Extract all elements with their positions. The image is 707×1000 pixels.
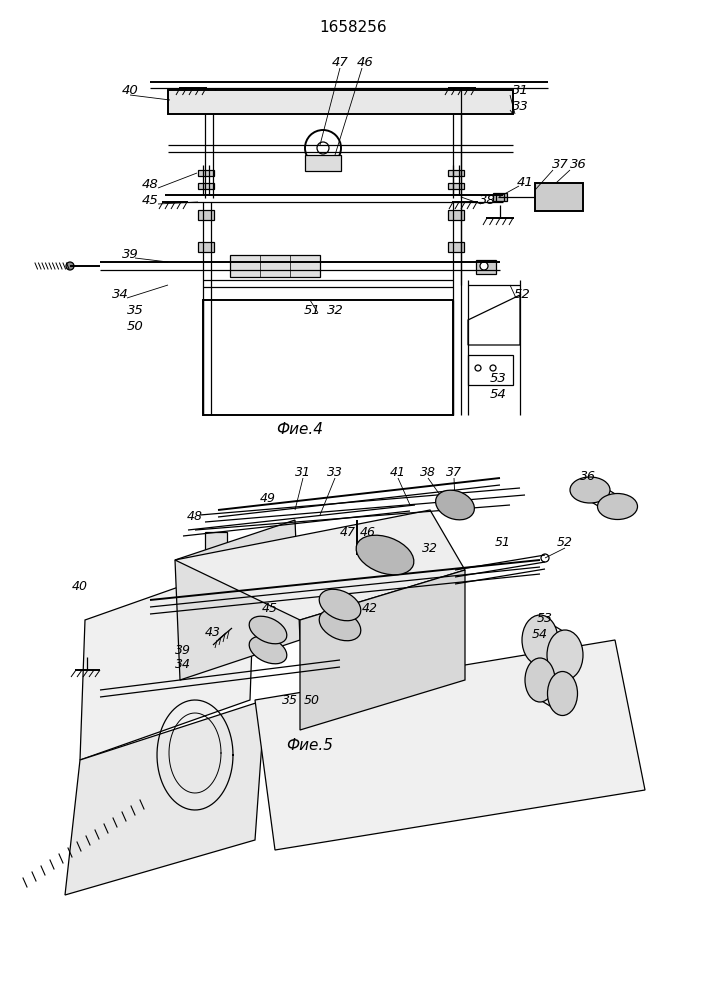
- Ellipse shape: [356, 535, 414, 575]
- Polygon shape: [175, 520, 300, 680]
- Text: 45: 45: [141, 194, 158, 207]
- Text: 47: 47: [332, 55, 349, 68]
- Text: 40: 40: [72, 580, 88, 593]
- Bar: [198, 183, 214, 189]
- Bar: [448, 183, 464, 189]
- Bar: [230, 255, 320, 277]
- Text: 32: 32: [327, 304, 344, 316]
- Polygon shape: [175, 510, 465, 620]
- Text: 1658256: 1658256: [319, 20, 387, 35]
- Circle shape: [541, 554, 549, 562]
- Ellipse shape: [597, 493, 638, 520]
- Bar: [448, 170, 464, 176]
- Bar: [198, 170, 214, 176]
- Text: 37: 37: [551, 158, 568, 172]
- Text: 51: 51: [303, 304, 320, 316]
- Circle shape: [66, 262, 74, 270]
- Text: 52: 52: [557, 536, 573, 550]
- Ellipse shape: [522, 615, 558, 665]
- Text: 37: 37: [446, 466, 462, 480]
- Text: 48: 48: [187, 510, 203, 524]
- Bar: [305, 155, 341, 171]
- Text: 41: 41: [517, 176, 533, 188]
- Text: 31: 31: [512, 84, 528, 97]
- Bar: [448, 242, 464, 252]
- Bar: [448, 210, 464, 220]
- Text: 35: 35: [127, 304, 144, 316]
- Text: 49: 49: [260, 491, 276, 504]
- Text: 54: 54: [490, 387, 506, 400]
- Bar: [205, 532, 227, 550]
- Text: Фие.4: Фие.4: [276, 422, 324, 438]
- Circle shape: [317, 142, 329, 154]
- Text: 32: 32: [422, 542, 438, 554]
- Circle shape: [490, 365, 496, 371]
- Text: 43: 43: [205, 626, 221, 639]
- Text: 48: 48: [141, 178, 158, 192]
- Text: 33: 33: [512, 100, 528, 112]
- Text: 42: 42: [362, 601, 378, 614]
- Text: 34: 34: [112, 288, 129, 302]
- Ellipse shape: [570, 477, 610, 503]
- Bar: [203, 300, 453, 415]
- Bar: [198, 242, 214, 252]
- Polygon shape: [255, 640, 645, 850]
- Bar: [535, 183, 583, 211]
- Polygon shape: [80, 560, 255, 760]
- Text: 53: 53: [537, 611, 553, 624]
- Text: 39: 39: [122, 248, 139, 261]
- Ellipse shape: [249, 636, 287, 664]
- Text: 38: 38: [420, 466, 436, 480]
- Text: 38: 38: [479, 194, 496, 207]
- Text: 52: 52: [513, 288, 530, 302]
- Ellipse shape: [249, 616, 287, 644]
- Polygon shape: [300, 570, 465, 730]
- Text: 34: 34: [175, 658, 191, 672]
- Text: 46: 46: [356, 55, 373, 68]
- Text: Фие.5: Фие.5: [286, 738, 334, 752]
- Text: 50: 50: [304, 694, 320, 706]
- Circle shape: [475, 365, 481, 371]
- Circle shape: [350, 528, 364, 542]
- Ellipse shape: [525, 658, 555, 702]
- Bar: [493, 193, 507, 201]
- Bar: [162, 745, 184, 763]
- Text: 53: 53: [490, 371, 506, 384]
- Ellipse shape: [436, 490, 474, 520]
- Text: 33: 33: [327, 466, 343, 480]
- Bar: [168, 90, 513, 114]
- Text: 35: 35: [282, 694, 298, 706]
- Bar: [198, 210, 214, 220]
- Ellipse shape: [547, 630, 583, 680]
- Text: 47: 47: [340, 526, 356, 540]
- Text: 54: 54: [532, 629, 548, 642]
- Text: 36: 36: [570, 158, 586, 172]
- Text: 46: 46: [360, 526, 376, 540]
- Bar: [476, 260, 496, 274]
- Text: 31: 31: [295, 466, 311, 480]
- Text: 44: 44: [327, 615, 343, 629]
- Circle shape: [305, 130, 341, 166]
- Ellipse shape: [319, 609, 361, 641]
- Text: 51: 51: [495, 536, 511, 550]
- Bar: [468, 355, 513, 385]
- Text: 40: 40: [122, 84, 139, 97]
- Ellipse shape: [319, 589, 361, 621]
- Polygon shape: [65, 700, 265, 895]
- Ellipse shape: [547, 672, 578, 716]
- Text: 36: 36: [580, 471, 596, 484]
- Text: 50: 50: [127, 320, 144, 332]
- Circle shape: [480, 262, 488, 270]
- Text: 41: 41: [390, 466, 406, 480]
- Text: 45: 45: [262, 601, 278, 614]
- Text: 39: 39: [175, 644, 191, 656]
